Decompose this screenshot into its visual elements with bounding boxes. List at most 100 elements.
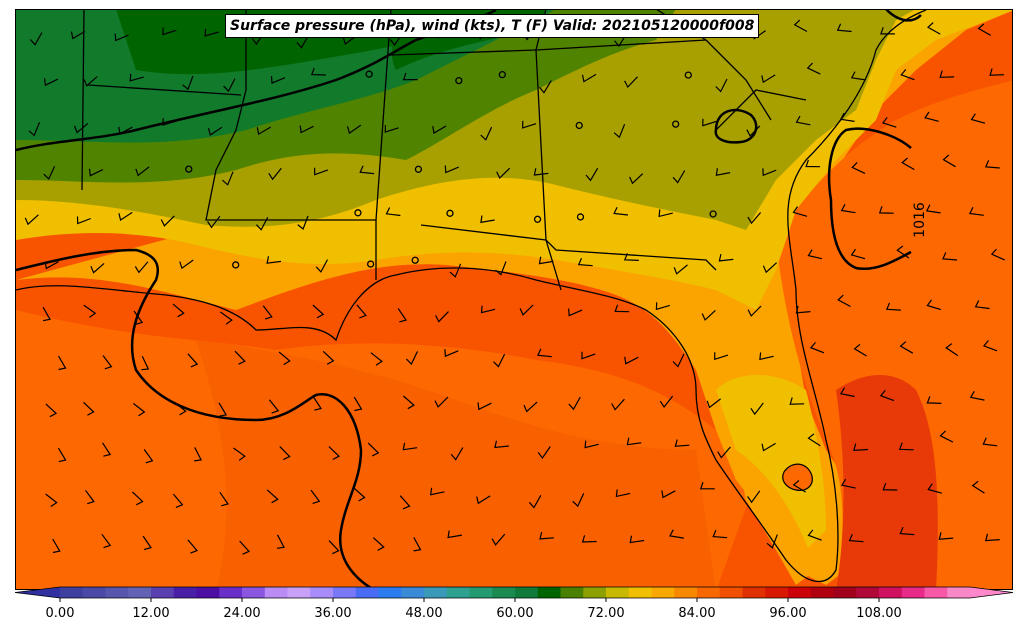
wind-barb <box>629 535 645 544</box>
colorbar-segment <box>242 587 266 598</box>
wind-barb <box>43 78 59 87</box>
wind-barb <box>70 30 86 40</box>
wind-barb <box>879 389 895 402</box>
wind-barb <box>218 402 228 417</box>
wind-barb <box>523 401 538 413</box>
calm-circle <box>709 210 717 218</box>
wind-barb <box>977 23 991 36</box>
wind-barb <box>429 487 445 496</box>
wind-barb <box>496 167 511 180</box>
colorbar-segment <box>583 587 607 598</box>
wind-barb <box>793 19 808 33</box>
wind-barb <box>614 33 627 48</box>
wind-barb <box>807 249 823 260</box>
wind-barb <box>207 215 221 229</box>
wind-barb <box>353 487 366 502</box>
wind-barb <box>712 529 728 539</box>
wind-barb <box>851 161 866 174</box>
colorbar-under-arrow <box>15 587 60 598</box>
wind-barb <box>233 447 246 461</box>
wind-barb <box>990 248 1005 261</box>
wind-barb <box>795 115 811 126</box>
colorbar-segment <box>151 587 175 598</box>
colorbar-segment <box>879 587 903 598</box>
colorbar-segment <box>788 587 812 598</box>
wind-barb <box>927 483 942 494</box>
wind-barb <box>353 396 363 412</box>
colorbar-segment <box>856 587 880 598</box>
wind-barb <box>131 491 144 506</box>
wind-barb <box>45 403 58 418</box>
wind-barb <box>658 209 673 218</box>
wind-barb <box>792 206 808 217</box>
colorbar-segment <box>310 587 334 598</box>
wind-barb <box>659 395 674 409</box>
wind-barb <box>836 23 852 33</box>
calm-circle <box>684 71 692 79</box>
colorbar-tick-label: 72.00 <box>587 606 625 621</box>
atlantic-temperature-field <box>776 80 1012 589</box>
wind-barb <box>296 35 309 49</box>
colorbar-segment <box>719 587 743 598</box>
wind-barb <box>715 168 731 176</box>
wind-barb <box>29 32 43 46</box>
wind-barb <box>536 348 552 358</box>
colorbar-segment <box>264 587 288 598</box>
calm-circle <box>185 165 193 173</box>
wind-barb <box>43 165 56 180</box>
colorbar-segment <box>105 587 129 598</box>
wind-barb <box>480 126 493 141</box>
wind-barb <box>276 534 285 549</box>
wind-barb <box>750 402 764 416</box>
wind-barb <box>672 353 685 368</box>
wind-barb <box>939 430 954 443</box>
wind-barb <box>759 352 774 361</box>
calm-circle <box>411 256 419 264</box>
colorbar-tick-label: 60.00 <box>496 606 534 621</box>
wind-barb <box>57 355 67 371</box>
wind-barb <box>853 443 868 451</box>
wind-barb <box>568 308 583 317</box>
wind-barb <box>310 489 321 504</box>
wind-barb <box>135 166 150 177</box>
wind-barb <box>926 396 942 404</box>
wind-barb <box>581 351 596 360</box>
colorbar-tick-label: 96.00 <box>769 606 807 621</box>
wind-barb <box>717 446 731 459</box>
colorbar-segment <box>469 587 493 598</box>
wind-barb <box>984 160 1000 169</box>
wind-barb <box>747 305 762 317</box>
wind-barb <box>83 76 98 87</box>
wind-barb <box>882 482 898 491</box>
wind-barb <box>840 204 856 214</box>
wind-barb <box>623 253 639 261</box>
wind-barb <box>982 340 998 352</box>
wind-barb <box>762 262 778 274</box>
wind-barb <box>239 540 251 555</box>
wind-barb <box>367 442 380 457</box>
wind-barb <box>28 122 41 137</box>
colorbar-segment <box>810 587 834 598</box>
wind-barb <box>718 253 734 262</box>
wind-barb <box>174 401 187 416</box>
wind-barb <box>939 70 955 78</box>
wind-barb <box>256 126 272 136</box>
wind-barb <box>179 259 194 270</box>
wind-barb <box>85 489 95 505</box>
colorbar-segment <box>378 587 402 598</box>
colorbar-segment <box>833 587 857 598</box>
wind-barb <box>898 442 914 451</box>
colorbar-segment <box>697 587 721 598</box>
map-canvas: 1016 <box>16 10 1012 589</box>
weather-map: 1016 <box>15 9 1013 590</box>
wind-barb <box>262 305 273 320</box>
colorbar-tick-label: 48.00 <box>405 606 443 621</box>
wind-barb <box>476 495 491 505</box>
wind-barb <box>669 529 684 539</box>
wind-barb <box>792 479 807 493</box>
map-title: Surface pressure (hPa), wind (kts), T (F… <box>225 14 760 38</box>
wind-barb <box>187 353 199 368</box>
wind-barb <box>57 447 67 463</box>
wind-barb <box>162 118 177 126</box>
wind-barb <box>901 157 915 171</box>
